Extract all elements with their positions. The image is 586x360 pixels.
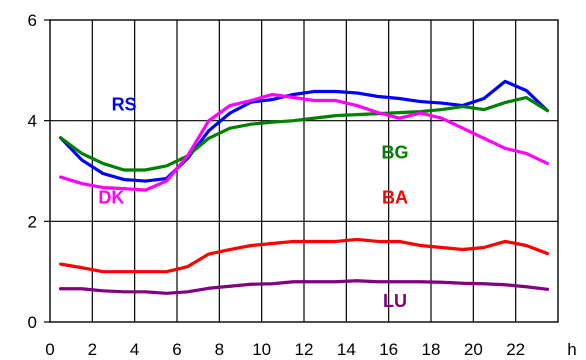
series-line-bg xyxy=(58,95,550,172)
x-tick-label: 4 xyxy=(130,340,139,359)
x-tick-label: 18 xyxy=(422,340,441,359)
plot-frame xyxy=(49,19,559,323)
series-line-rs xyxy=(58,79,550,183)
x-tick-label: 10 xyxy=(252,340,271,359)
y-tick-label: 2 xyxy=(28,212,37,231)
series-line-dk xyxy=(58,92,550,192)
series-label-bg: BG xyxy=(382,142,409,162)
x-tick-label: 16 xyxy=(379,340,398,359)
x-tick-label: 6 xyxy=(172,340,181,359)
series-line-lu xyxy=(58,279,550,295)
x-tick-label: 14 xyxy=(337,340,356,359)
y-tick-label: 0 xyxy=(28,313,37,332)
chart-series xyxy=(58,79,550,295)
x-axis-unit-label: h xyxy=(567,340,576,359)
series-label-lu: LU xyxy=(383,291,407,311)
x-tick-label: 2 xyxy=(88,340,97,359)
series-label-dk: DK xyxy=(98,188,124,208)
series-line-ba xyxy=(58,237,550,274)
x-tick-label: 20 xyxy=(464,340,483,359)
x-tick-label: 22 xyxy=(506,340,525,359)
y-tick-label: 4 xyxy=(28,112,37,131)
series-labels: RS BG DK BA LU xyxy=(98,95,408,311)
y-axis-ticks: 0 2 4 6 xyxy=(28,11,37,332)
x-axis-ticks: 0 2 4 6 8 10 12 14 16 18 20 22 xyxy=(45,340,525,359)
x-tick-label: 0 xyxy=(45,340,54,359)
y-tick-label: 6 xyxy=(28,11,37,30)
chart-grid xyxy=(44,19,559,323)
x-tick-label: 8 xyxy=(215,340,224,359)
series-label-rs: RS xyxy=(112,95,137,115)
x-tick-label: 12 xyxy=(295,340,314,359)
series-label-ba: BA xyxy=(382,188,408,208)
